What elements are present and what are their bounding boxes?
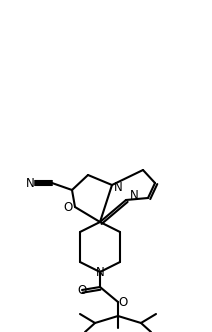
Text: O: O — [77, 284, 87, 296]
Text: N: N — [130, 189, 138, 202]
Text: N: N — [26, 177, 34, 190]
Text: N: N — [96, 266, 104, 279]
Text: O: O — [118, 295, 128, 308]
Text: O: O — [63, 201, 73, 213]
Text: N: N — [114, 181, 122, 194]
